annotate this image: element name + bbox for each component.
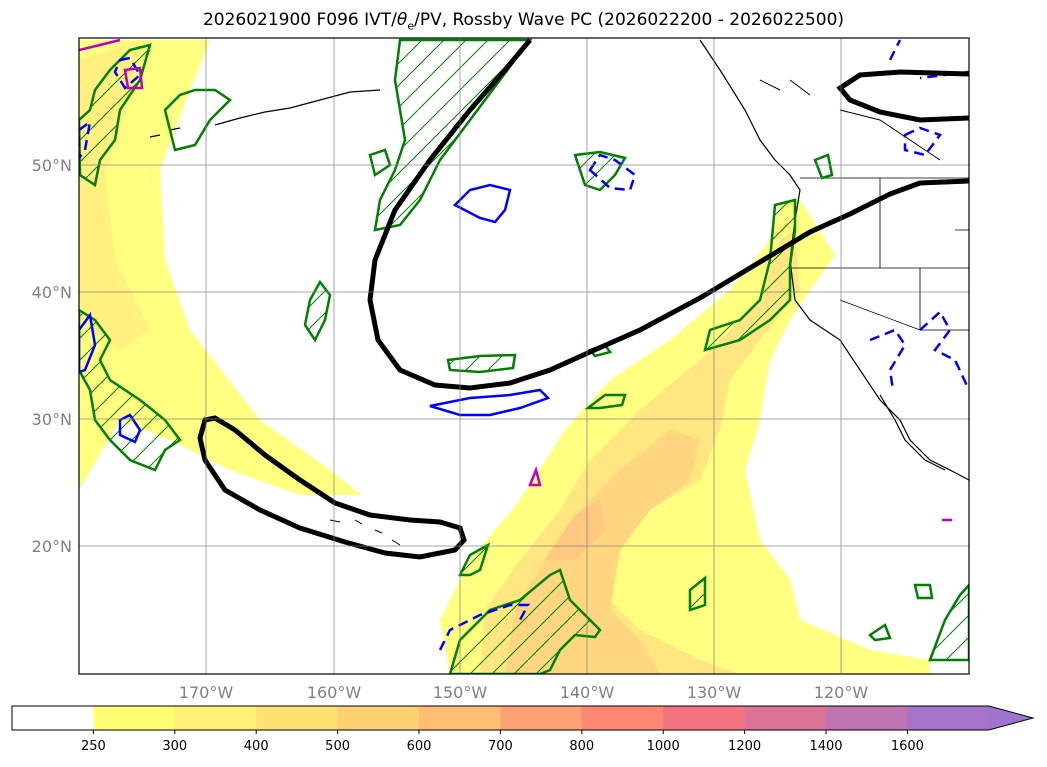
lon-label-120w: 120°W: [814, 683, 869, 702]
colorbar-segment: [744, 706, 827, 730]
colorbar-tick-label: 500: [325, 739, 350, 754]
colorbar: 250 300 400 500 600 700 800 1000 1200 1400 1600: [11, 705, 1035, 754]
pv-contour-blob-2: [446, 353, 517, 374]
map-frame: [78, 37, 970, 675]
magenta-contour: [79, 38, 952, 522]
colorbar-segment: [826, 706, 908, 730]
colorbar-segment: [174, 706, 257, 730]
coastline-bc: [759, 79, 941, 161]
theta-contour-3: [79, 311, 142, 444]
colorbar-tick-label: 400: [244, 739, 269, 754]
lat-label-40: 40°N: [32, 283, 72, 302]
coastline-islands-alaska: [149, 89, 381, 138]
lon-label-170w: 170°W: [179, 683, 234, 702]
lon-label-150w: 150°W: [433, 683, 488, 702]
lon-label-160w: 160°W: [307, 683, 362, 702]
rossby-wave-main: [367, 38, 969, 391]
colorbar-tick-label: 250: [81, 739, 106, 754]
lat-label-20: 20°N: [32, 537, 72, 556]
ivt-band-west: [79, 40, 362, 495]
colorbar-segment: [663, 706, 746, 730]
ivt-ar-peak: [545, 500, 605, 560]
colorbar-segment: [256, 706, 339, 730]
coastline-baja: [879, 394, 946, 471]
colorbar-segment: [907, 706, 990, 730]
colorbar-segment: [581, 706, 664, 730]
theta-contour-2: [429, 388, 551, 417]
pv-contour-south: [448, 568, 602, 674]
colorbar-tick-label: 300: [162, 739, 187, 754]
lat-label-30: 30°N: [32, 410, 72, 429]
lon-label-140w: 140°W: [560, 683, 615, 702]
colorbar-segment: [93, 706, 176, 730]
colorbar-tick-label: 1400: [809, 739, 842, 754]
colorbar-tick-label: 600: [407, 739, 432, 754]
colorbar-segment-below: [12, 706, 94, 730]
colorbar-tick-label: 1200: [728, 739, 761, 754]
pv-contour-blob-1: [303, 279, 332, 343]
colorbar-segment: [337, 706, 420, 730]
colorbar-tick-label: 800: [569, 739, 594, 754]
pv-contour-small-1: [457, 542, 491, 577]
gridlines: [79, 38, 969, 674]
lon-label-130w: 130°W: [687, 683, 742, 702]
theta-contour-1: [452, 183, 512, 224]
pv-contour-small-3: [928, 583, 969, 662]
rossby-wave-closed-ne: [836, 69, 969, 123]
lat-label-50: 50°N: [32, 156, 72, 175]
pv-contour-small-2: [688, 575, 707, 612]
colorbar-tick-label: 1000: [647, 739, 680, 754]
pv-contour-west-mid: [79, 308, 182, 472]
colorbar-tick-label: 1600: [891, 739, 924, 754]
colorbar-extend-arrow: [988, 706, 1033, 730]
colorbar-outline: [11, 705, 1035, 731]
colorbar-segment: [500, 706, 583, 730]
colorbar-tick-label: 700: [488, 739, 513, 754]
pv-contour-coast: [703, 198, 797, 352]
map-area: [79, 38, 969, 674]
map-title: 2026021900 F096 IVT/θe/PV, Rossby Wave P…: [202, 10, 845, 33]
hawaii-islands: [329, 519, 401, 546]
pv-contour-blob-3: [573, 150, 627, 192]
coastline-north-america: [699, 39, 969, 481]
colorbar-segment: [419, 706, 501, 730]
rossby-wave-closed-south: [197, 415, 467, 560]
